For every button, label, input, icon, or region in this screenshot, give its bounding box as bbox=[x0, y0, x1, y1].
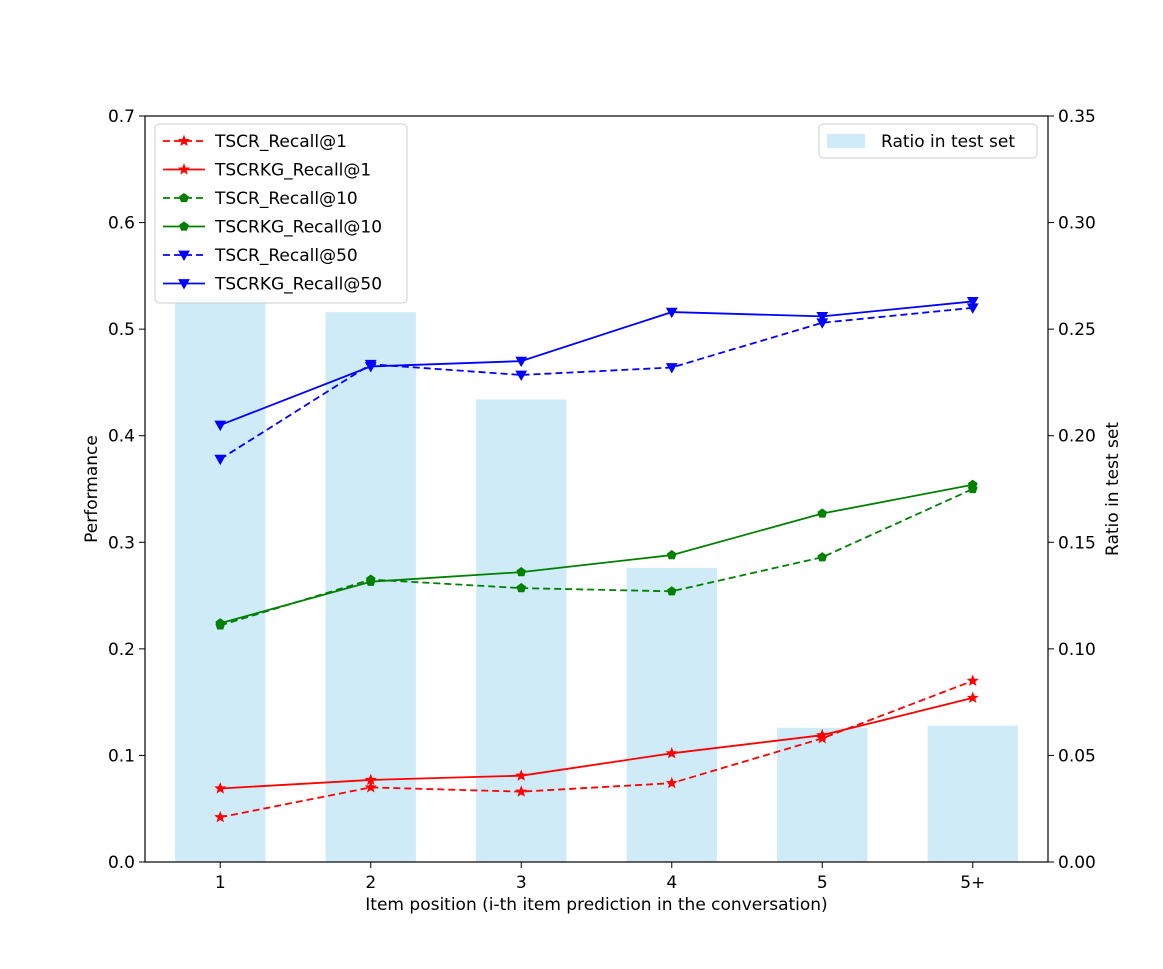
y2-tick-label: 0.05 bbox=[1058, 746, 1096, 766]
series-line bbox=[219, 488, 974, 627]
point-4 bbox=[665, 746, 678, 759]
legend-swatch bbox=[827, 134, 865, 148]
point-1 bbox=[214, 454, 227, 466]
point-2 bbox=[364, 773, 377, 786]
legend-marker bbox=[177, 134, 191, 147]
y2-tick-label: 0.30 bbox=[1058, 214, 1096, 234]
legend-item: TSCRKG_Recall@10 bbox=[163, 218, 382, 238]
legend-label: TSCRKG_Recall@10 bbox=[214, 218, 382, 238]
point-5+ bbox=[966, 297, 979, 308]
legend-marker bbox=[178, 250, 190, 262]
y2-tick-label: 0.10 bbox=[1058, 640, 1096, 660]
y2-tick-label: 0.20 bbox=[1058, 427, 1096, 447]
point-2 bbox=[364, 781, 377, 793]
legend-label: TSCR_Recall@50 bbox=[214, 246, 358, 266]
point-4 bbox=[666, 549, 677, 560]
series-line bbox=[219, 300, 973, 426]
bar-4 bbox=[626, 567, 717, 862]
point-5 bbox=[817, 508, 828, 518]
point-1 bbox=[214, 782, 227, 794]
point-3 bbox=[515, 356, 528, 368]
y-tick-label: 0.3 bbox=[108, 533, 135, 553]
legend-marker bbox=[179, 221, 189, 231]
point-5+ bbox=[967, 479, 978, 489]
legend-label: TSCRKG_Recall@50 bbox=[214, 275, 382, 295]
legend-item: TSCR_Recall@10 bbox=[163, 189, 358, 209]
point-3 bbox=[515, 370, 528, 381]
point-1 bbox=[214, 420, 227, 432]
point-4 bbox=[665, 776, 678, 789]
point-3 bbox=[515, 769, 528, 781]
plot-frame bbox=[144, 115, 1049, 863]
point-3 bbox=[516, 583, 527, 593]
y-tick-label: 0.6 bbox=[108, 214, 135, 234]
series-TSCRKG_Recall@10 bbox=[215, 479, 978, 628]
legend-marker bbox=[177, 163, 191, 175]
point-5+ bbox=[966, 691, 979, 704]
point-5+ bbox=[966, 674, 979, 686]
y2-tick-label: 0.35 bbox=[1058, 107, 1096, 127]
y-tick-label: 0.7 bbox=[108, 107, 135, 127]
x-tick-label: 4 bbox=[666, 873, 677, 893]
y2-tick-label: 0.15 bbox=[1058, 533, 1096, 553]
y-tick-label: 0.5 bbox=[108, 320, 135, 340]
y-tick-label: 0.2 bbox=[108, 640, 135, 660]
legend-frame bbox=[818, 123, 1038, 159]
bar-5+ bbox=[927, 725, 1018, 862]
point-5 bbox=[816, 311, 829, 323]
point-2 bbox=[364, 362, 377, 373]
bars-layer bbox=[175, 297, 1018, 863]
lines-layer bbox=[214, 297, 979, 823]
point-3 bbox=[516, 567, 527, 577]
point-3 bbox=[515, 785, 528, 797]
x-tick-label: 2 bbox=[365, 873, 376, 893]
legend-label: TSCR_Recall@1 bbox=[214, 132, 347, 152]
point-2 bbox=[365, 576, 376, 586]
legend-lines: TSCR_Recall@1 TSCRKG_Recall@1 TSCR_Recall@… bbox=[154, 123, 408, 304]
y2-tick-label: 0.00 bbox=[1058, 853, 1096, 873]
y-tick-label: 0.4 bbox=[108, 427, 135, 447]
series-line bbox=[220, 697, 973, 790]
x-tick-label: 5 bbox=[817, 873, 828, 893]
point-1 bbox=[215, 618, 226, 628]
y-axis-title: Performance bbox=[82, 435, 102, 543]
bar-3 bbox=[476, 399, 567, 862]
legend-marker bbox=[178, 279, 190, 290]
y-tick-label: 0.0 bbox=[108, 853, 135, 873]
point-5 bbox=[816, 728, 829, 741]
y2-axis-title: Ratio in test set bbox=[1103, 422, 1123, 556]
series-line bbox=[219, 306, 973, 460]
bar-2 bbox=[325, 312, 416, 862]
legend-item: TSCRKG_Recall@50 bbox=[163, 275, 382, 295]
point-4 bbox=[665, 363, 678, 374]
x-tick-label: 3 bbox=[516, 873, 527, 893]
legend-item: TSCRKG_Recall@1 bbox=[163, 161, 371, 181]
point-4 bbox=[665, 307, 678, 319]
x-tick-label: 5+ bbox=[960, 873, 985, 893]
legend-item: TSCR_Recall@1 bbox=[163, 132, 347, 152]
point-5 bbox=[817, 552, 828, 562]
point-5 bbox=[816, 732, 829, 744]
x-tick-label: 1 bbox=[215, 873, 226, 893]
bar-5 bbox=[777, 727, 868, 862]
point-1 bbox=[214, 810, 227, 823]
legend-label: TSCR_Recall@10 bbox=[214, 189, 358, 209]
legend-bars: Ratio in test set bbox=[818, 123, 1038, 159]
series-line bbox=[220, 483, 973, 625]
legend-item: TSCR_Recall@50 bbox=[163, 246, 358, 266]
y-tick-label: 0.1 bbox=[108, 746, 135, 766]
x-axis-title: Item position (i-th item prediction in t… bbox=[365, 895, 827, 915]
y2-tick-label: 0.25 bbox=[1058, 320, 1096, 340]
legend-label: TSCRKG_Recall@1 bbox=[214, 161, 371, 181]
legend-frame bbox=[154, 123, 408, 304]
legend-marker bbox=[179, 192, 189, 203]
point-4 bbox=[666, 586, 677, 596]
series-TSCRKG_Recall@50 bbox=[214, 297, 979, 432]
series-TSCRKG_Recall@1 bbox=[214, 691, 979, 794]
bar-1 bbox=[175, 297, 266, 863]
axes-layer: 1 2 3 4 5 5+ 0.0 0.1 0.2 0.3 0.4 0.5 0.6 0.7 0.00 0.05 0… bbox=[108, 107, 1096, 893]
legend-label: Ratio in test set bbox=[881, 132, 1015, 152]
